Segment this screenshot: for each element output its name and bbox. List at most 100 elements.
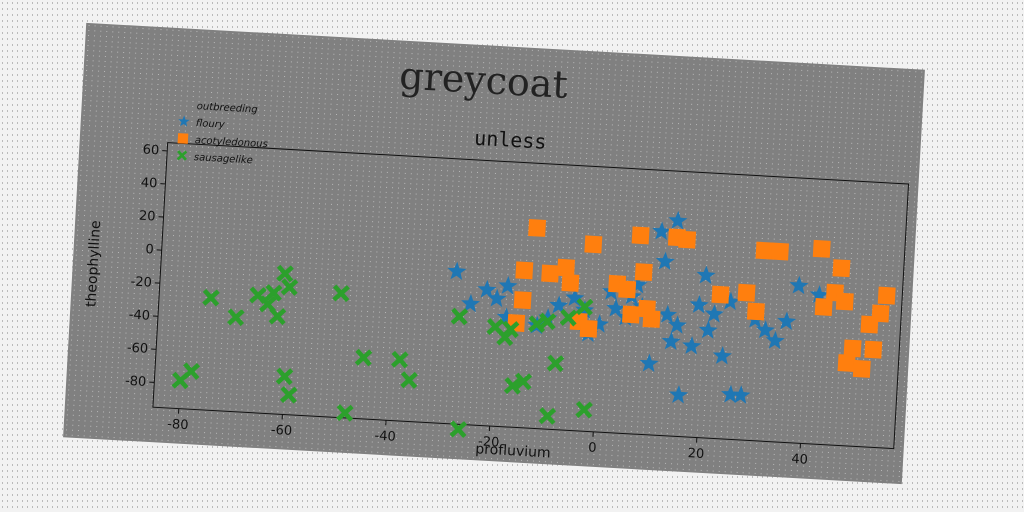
point-sausagelike <box>449 420 468 439</box>
point-sausagelike <box>275 367 294 386</box>
point-acotyledonous <box>835 292 854 311</box>
y-tick-label: 40 <box>140 176 157 192</box>
point-acotyledonous <box>877 286 896 305</box>
chart-subtitle: unless <box>474 126 547 154</box>
point-floury <box>755 320 775 339</box>
point-acotyledonous <box>557 258 576 277</box>
point-acotyledonous <box>561 273 580 292</box>
point-floury <box>549 295 569 314</box>
point-sausagelike <box>575 298 594 316</box>
point-acotyledonous <box>541 264 560 283</box>
y-axis-label: theophylline <box>83 220 104 308</box>
point-acotyledonous <box>528 218 547 237</box>
point-acotyledonous <box>812 239 831 258</box>
point-sausagelike <box>575 400 593 419</box>
point-sausagelike <box>182 362 201 380</box>
point-acotyledonous <box>871 304 890 323</box>
plot-frame <box>152 142 910 450</box>
point-floury <box>565 288 585 307</box>
point-sausagelike <box>227 308 245 327</box>
legend-label-floury: floury <box>195 118 226 131</box>
point-sausagelike <box>400 371 418 389</box>
point-floury <box>721 384 741 404</box>
x-axis-label: profluvium <box>475 441 551 461</box>
point-acotyledonous <box>711 285 730 304</box>
point-sausagelike <box>538 407 557 425</box>
legend-title: outbreeding <box>196 101 257 115</box>
point-acotyledonous <box>746 302 765 321</box>
y-tick-label: -80 <box>125 374 147 390</box>
point-sausagelike <box>546 354 565 373</box>
point-floury <box>698 320 718 339</box>
point-acotyledonous <box>737 283 756 302</box>
point-floury <box>658 304 678 324</box>
legend-marker-floury <box>178 115 190 127</box>
point-floury <box>652 221 672 241</box>
point-floury <box>669 385 689 404</box>
point-acotyledonous <box>864 340 883 359</box>
point-sausagelike <box>268 307 287 326</box>
x-tick-label: 20 <box>687 446 704 462</box>
point-floury <box>606 298 626 318</box>
point-acotyledonous <box>622 305 640 324</box>
point-floury <box>639 353 659 373</box>
point-acotyledonous <box>634 263 653 282</box>
point-acotyledonous <box>584 235 603 254</box>
point-acotyledonous <box>631 226 650 245</box>
point-floury <box>731 385 751 404</box>
point-sausagelike <box>559 308 578 327</box>
chart-title: greycoat <box>398 53 569 106</box>
point-sausagelike <box>354 348 373 367</box>
y-tick-label: -20 <box>130 275 152 291</box>
point-sausagelike <box>336 404 354 422</box>
point-acotyledonous <box>771 242 789 261</box>
point-acotyledonous <box>618 280 637 299</box>
point-floury <box>477 279 497 299</box>
chart-svg: greycoat unless -80 -60 -40 -20 0 20 40 60 -80 -… <box>83 53 910 468</box>
point-acotyledonous <box>642 309 661 328</box>
x-tick-label: -80 <box>167 417 189 433</box>
point-sausagelike <box>279 386 298 404</box>
data-points <box>171 210 896 439</box>
point-acotyledonous <box>832 259 851 278</box>
x-tick-label: 0 <box>588 441 597 456</box>
chart-figure: greycoat unless -80 -60 -40 -20 0 20 40 60 -80 -… <box>63 22 925 485</box>
point-sausagelike <box>332 284 350 303</box>
legend-marker-sausagelike <box>176 150 188 161</box>
point-sausagelike <box>202 288 220 307</box>
point-sausagelike <box>280 278 299 296</box>
point-floury <box>655 251 675 271</box>
point-floury <box>447 261 467 280</box>
point-sausagelike <box>264 284 283 302</box>
point-sausagelike <box>276 264 294 283</box>
point-acotyledonous <box>837 354 856 372</box>
x-tick-label: -60 <box>270 423 292 439</box>
x-axis: -80 -60 -40 -20 0 20 40 <box>167 408 808 468</box>
y-tick-label: 0 <box>145 242 154 257</box>
point-floury <box>461 293 481 313</box>
point-sausagelike <box>450 307 469 326</box>
point-acotyledonous <box>755 241 774 260</box>
y-tick-label: -60 <box>126 341 148 357</box>
x-tick-label: -20 <box>478 434 500 450</box>
point-floury <box>538 308 558 327</box>
legend-label-sausagelike: sausagelike <box>194 152 254 166</box>
legend-marker-acotyledonous <box>177 133 189 144</box>
point-floury <box>661 331 681 351</box>
point-floury <box>789 275 809 295</box>
point-acotyledonous <box>515 261 534 280</box>
point-floury <box>682 336 702 355</box>
point-sausagelike <box>514 372 533 391</box>
point-acotyledonous <box>579 319 598 338</box>
point-sausagelike <box>391 350 409 369</box>
y-tick-label: 60 <box>142 143 159 159</box>
point-floury <box>689 295 709 314</box>
y-axis: -80 -60 -40 -20 0 20 40 60 <box>125 143 168 390</box>
point-floury <box>809 285 829 304</box>
y-tick-label: -40 <box>128 308 150 324</box>
point-acotyledonous <box>843 339 862 358</box>
point-floury <box>704 304 724 323</box>
x-tick-label: 40 <box>791 452 808 468</box>
point-acotyledonous <box>678 230 697 249</box>
legend: outbreeding floury acotyledonous sausageli… <box>176 101 268 166</box>
